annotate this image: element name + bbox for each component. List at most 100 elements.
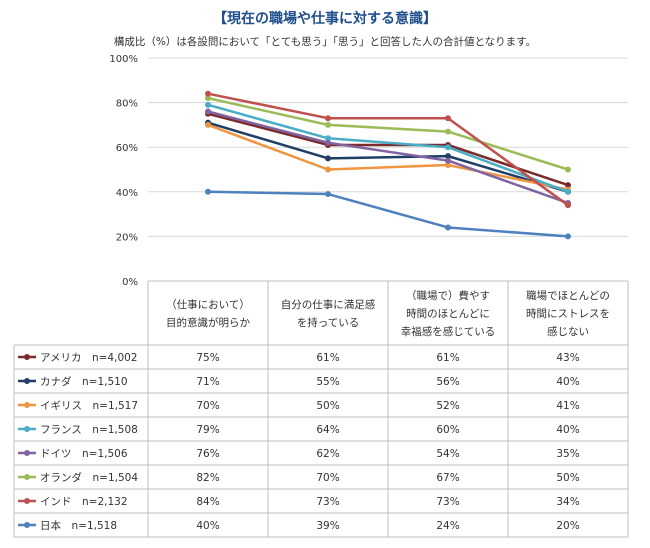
data-point: [205, 188, 211, 195]
data-point: [445, 153, 451, 160]
y-tick-label: 0%: [122, 277, 138, 288]
table-value: 39%: [316, 520, 339, 532]
category-header: 幸福感を感じている: [401, 325, 496, 338]
series-line: [206, 96, 570, 171]
category-header: 感じない: [547, 325, 589, 338]
y-tick-label: 20%: [116, 232, 138, 243]
table-value: 56%: [436, 376, 459, 388]
y-tick-label: 60%: [116, 143, 138, 154]
category-header: （職場で）費やす: [406, 289, 490, 302]
data-point: [565, 233, 571, 240]
data-point: [325, 121, 331, 128]
data-point: [325, 155, 331, 162]
data-point: [325, 135, 331, 142]
y-tick-label: 80%: [116, 99, 138, 110]
table-value: 82%: [196, 472, 219, 484]
series-line: [206, 92, 570, 207]
table-value: 40%: [556, 424, 579, 436]
series-line: [206, 190, 570, 238]
legend-marker: [24, 378, 30, 384]
legend-label: 日本 n=1,518: [40, 519, 117, 532]
category-header: （仕事において）: [166, 298, 250, 311]
legend-label: イギリス n=1,517: [40, 400, 138, 412]
legend-label: オランダ n=1,504: [40, 471, 138, 484]
table-value: 55%: [316, 376, 339, 388]
table-value: 34%: [556, 496, 579, 508]
table-value: 64%: [316, 424, 339, 436]
data-point: [445, 115, 451, 122]
data-point: [205, 95, 211, 102]
series-line: [206, 110, 570, 205]
legend-label: ドイツ n=1,506: [40, 448, 128, 460]
table-value: 84%: [196, 496, 219, 508]
table-value: 73%: [316, 496, 339, 508]
category-header: 職場でほとんどの: [526, 289, 610, 302]
data-point: [325, 139, 331, 146]
table-value: 54%: [436, 448, 459, 460]
table-value: 73%: [436, 496, 459, 508]
y-tick-label: 100%: [109, 54, 138, 65]
data-point: [205, 121, 211, 128]
table-value: 61%: [316, 352, 339, 364]
category-header: 時間にストレスを: [526, 308, 610, 320]
legend-label: カナダ n=1,510: [40, 375, 128, 388]
category-header: 時間のほとんどに: [406, 308, 490, 320]
table-value: 41%: [556, 400, 579, 412]
legend-marker: [24, 474, 30, 480]
data-point: [205, 108, 211, 115]
legend-label: フランス n=1,508: [40, 424, 138, 436]
data-point: [445, 162, 451, 169]
table-value: 79%: [196, 424, 219, 436]
data-point: [445, 224, 451, 231]
data-point: [325, 191, 331, 198]
page-title: 【現在の職場や仕事に対する意識】: [213, 11, 437, 27]
legend-marker: [24, 354, 30, 360]
data-point: [445, 128, 451, 135]
table-value: 67%: [436, 472, 459, 484]
data-point: [445, 144, 451, 151]
series-line: [206, 112, 570, 187]
category-header: を持っている: [297, 316, 359, 329]
series-line: [206, 123, 570, 191]
table-value: 62%: [316, 448, 339, 460]
table-value: 43%: [556, 352, 579, 364]
table-value: 71%: [196, 376, 219, 388]
data-point: [565, 202, 571, 209]
legend-marker: [24, 402, 30, 408]
table-value: 40%: [196, 520, 219, 532]
table-value: 40%: [556, 376, 579, 388]
data-point: [565, 182, 571, 189]
data-point: [205, 101, 211, 108]
legend-marker: [24, 450, 30, 456]
table-value: 70%: [316, 472, 339, 484]
data-point: [565, 166, 571, 173]
data-point: [325, 115, 331, 122]
legend-label: インド n=2,132: [40, 496, 128, 508]
y-tick-label: 40%: [116, 188, 138, 199]
table-value: 24%: [436, 520, 459, 532]
category-header: 目的意識が明らか: [166, 316, 250, 329]
table-value: 50%: [316, 400, 339, 412]
data-point: [325, 166, 331, 173]
table-value: 70%: [196, 400, 219, 412]
table-value: 20%: [556, 520, 579, 532]
table-value: 60%: [436, 424, 459, 436]
legend-marker: [24, 498, 30, 504]
table-value: 52%: [436, 400, 459, 412]
table-value: 61%: [436, 352, 459, 364]
table-value: 76%: [196, 448, 219, 460]
legend-marker: [24, 426, 30, 432]
data-point: [565, 188, 571, 195]
series-line: [206, 121, 570, 194]
data-point: [205, 90, 211, 97]
table-value: 75%: [196, 352, 219, 364]
page-subtitle: 構成比（%）は各設問において「とても思う」「思う」と回答した人の合計値となります…: [113, 36, 537, 48]
legend-label: アメリカ n=4,002: [40, 352, 138, 364]
category-header: 自分の仕事に満足感: [281, 298, 376, 311]
series-line: [206, 103, 570, 194]
data-point: [445, 157, 451, 164]
table-value: 50%: [556, 472, 579, 484]
legend-marker: [24, 522, 30, 528]
table-value: 35%: [556, 448, 579, 460]
